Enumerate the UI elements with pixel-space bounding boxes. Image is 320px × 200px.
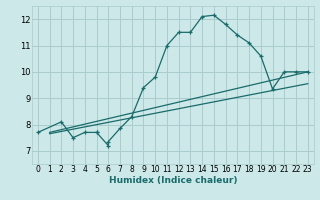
X-axis label: Humidex (Indice chaleur): Humidex (Indice chaleur): [108, 176, 237, 185]
